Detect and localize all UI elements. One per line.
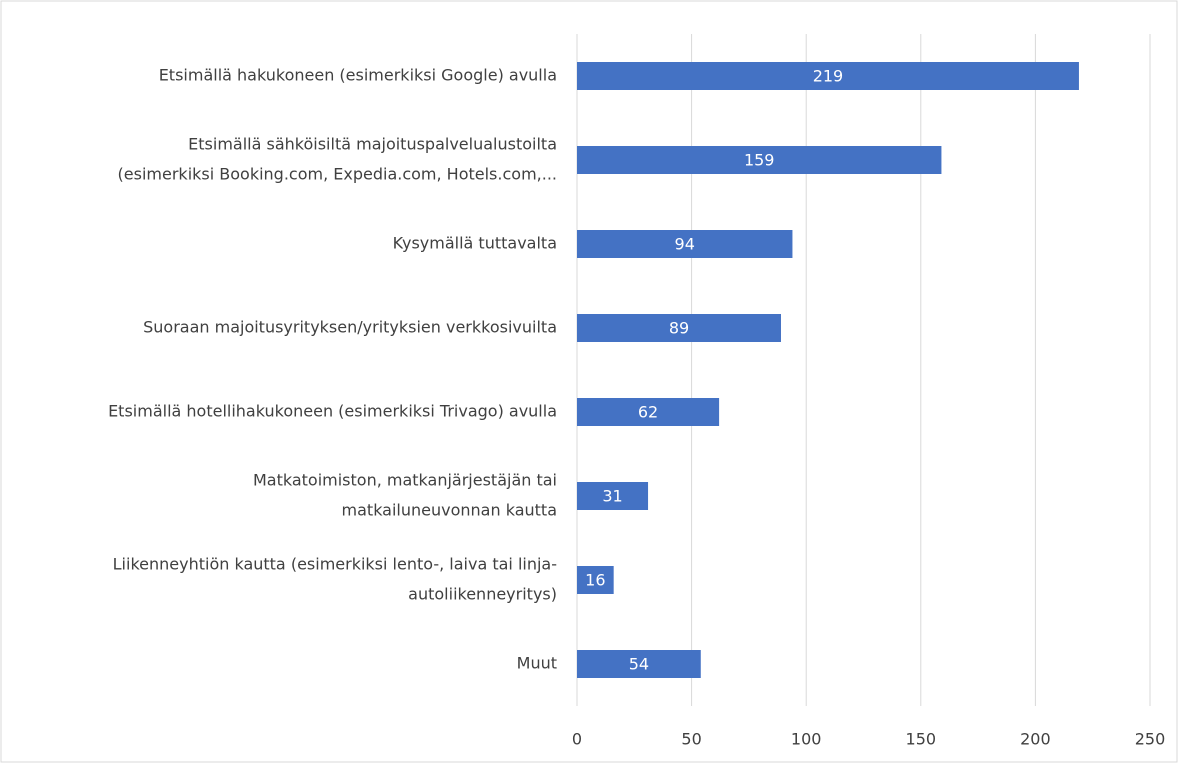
y-tick-label: Liikenneyhtiön kautta (esimerkiksi lento… (113, 555, 557, 574)
bar (577, 314, 781, 342)
value-label: 62 (638, 403, 658, 422)
y-tick-label: Muut (517, 654, 557, 673)
y-tick-label: Etsimällä hotellihakukoneen (esimerkiksi… (108, 402, 557, 421)
value-label: 159 (744, 151, 775, 170)
y-tick-label: autoliikenneyritys) (408, 585, 557, 604)
bar (577, 650, 701, 678)
value-label: 219 (813, 67, 844, 86)
value-label: 94 (675, 235, 695, 254)
bar (577, 398, 720, 426)
y-tick-label: matkailuneuvonnan kautta (342, 501, 557, 520)
value-label: 16 (585, 571, 605, 590)
y-tick-label: Etsimällä sähköisiltä majoituspalvelualu… (188, 135, 557, 154)
x-tick-label: 50 (681, 730, 701, 749)
x-tick-label: 250 (1135, 730, 1166, 749)
y-tick-label: Matkatoimiston, matkanjärjestäjän tai (253, 471, 557, 490)
bar (577, 146, 942, 174)
y-tick-label: (esimerkiksi Booking.com, Expedia.com, H… (118, 165, 557, 184)
bar (577, 482, 649, 510)
bar (577, 62, 1079, 90)
bar (577, 566, 614, 594)
x-tick-label: 200 (1020, 730, 1051, 749)
x-tick-label: 100 (791, 730, 822, 749)
x-tick-label: 150 (906, 730, 937, 749)
value-label: 31 (602, 487, 622, 506)
y-tick-label: Suoraan majoitusyrityksen/yrityksien ver… (143, 318, 557, 337)
value-label: 54 (629, 655, 649, 674)
value-label: 89 (669, 319, 689, 338)
y-tick-label: Etsimällä hakukoneen (esimerkiksi Google… (159, 66, 557, 85)
bar (577, 230, 793, 258)
x-tick-label: 0 (572, 730, 582, 749)
y-tick-label: Kysymällä tuttavalta (393, 234, 557, 253)
